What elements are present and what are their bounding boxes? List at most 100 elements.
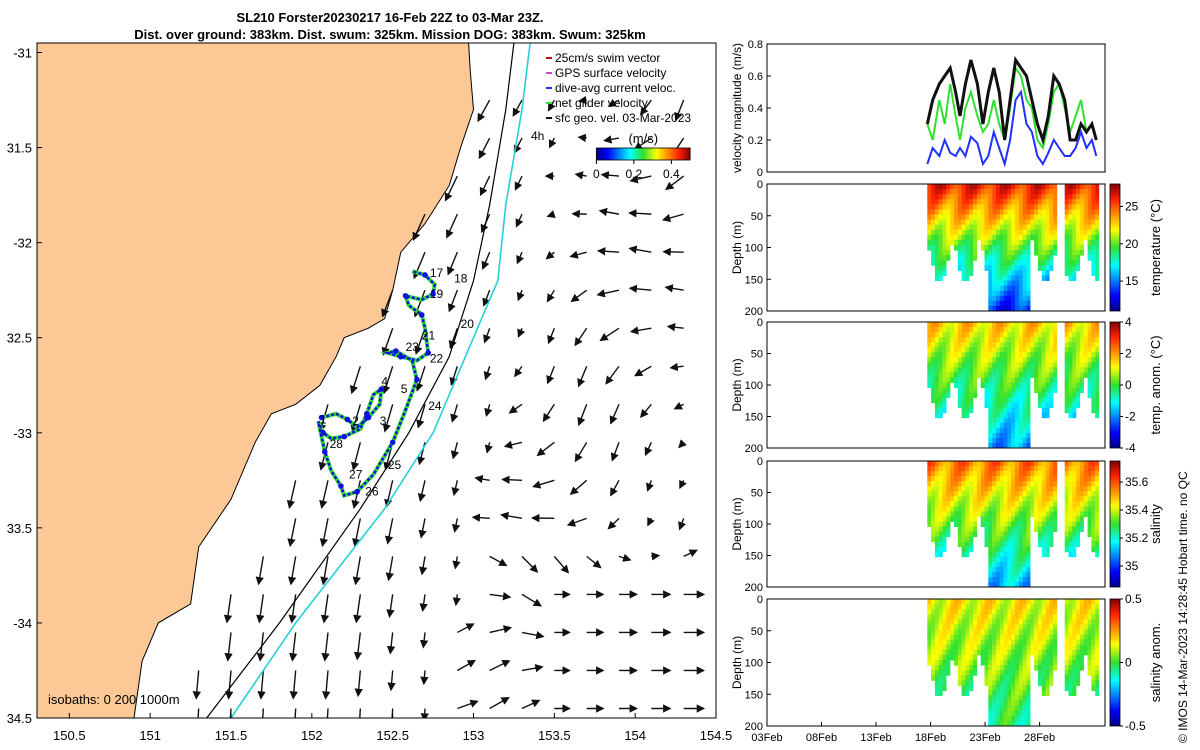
section-cell <box>1003 461 1008 467</box>
section-cell <box>973 342 978 348</box>
section-cell <box>992 639 997 646</box>
section-cell <box>1091 516 1096 522</box>
section-cell <box>957 511 962 517</box>
section-cell <box>1072 245 1077 251</box>
section-cell <box>1037 614 1042 620</box>
section-cell <box>1034 496 1039 502</box>
section-cell <box>996 654 1000 661</box>
section-cell <box>957 501 962 507</box>
section-cell <box>1034 521 1039 527</box>
section-cell <box>1018 614 1023 620</box>
section-cell <box>1095 219 1100 226</box>
section-cell <box>957 265 962 271</box>
section-cell <box>1026 599 1031 605</box>
section-cell <box>1022 541 1027 548</box>
section-cell <box>1022 461 1027 467</box>
section-cell <box>1045 219 1050 226</box>
section-cell <box>1034 506 1039 512</box>
section-cell <box>954 501 958 507</box>
section-cell <box>950 332 955 338</box>
section-cell <box>1083 471 1088 477</box>
section-cell <box>1022 337 1027 343</box>
section-cell <box>954 322 958 328</box>
section-cell <box>1045 675 1050 681</box>
section-cell <box>954 476 958 482</box>
section-cell <box>969 526 974 532</box>
section-cell <box>992 710 997 717</box>
section-cell <box>957 392 962 399</box>
section-cell <box>1003 194 1008 200</box>
section-cell <box>934 332 939 338</box>
section-cell <box>992 387 997 393</box>
section-cell <box>988 229 993 236</box>
section-cell <box>961 599 966 605</box>
colorbar-title: salinity anom. <box>1148 623 1163 702</box>
section-cell <box>999 680 1004 686</box>
section-cell <box>1037 599 1042 605</box>
section-cell <box>1045 670 1050 676</box>
section-cell <box>1079 327 1084 333</box>
section-cell <box>1030 599 1035 605</box>
section-cell <box>980 486 985 492</box>
section-cell <box>1064 332 1069 338</box>
section-cell <box>1007 644 1012 651</box>
section-cell <box>961 546 966 553</box>
section-cell <box>1045 536 1050 543</box>
section-cell <box>950 367 955 373</box>
section-cell <box>1049 531 1054 538</box>
section-cell <box>999 372 1004 378</box>
section-cell <box>1041 347 1046 353</box>
section-cell <box>1026 629 1031 636</box>
section-cell <box>1007 496 1012 502</box>
section-cell <box>988 290 993 297</box>
section-cell <box>1018 189 1023 195</box>
section-cell <box>1011 372 1016 378</box>
section-cell <box>980 194 985 200</box>
section-cell <box>931 377 936 383</box>
section-cell <box>969 199 974 205</box>
section-cell <box>1026 327 1031 333</box>
section-cell <box>1041 407 1046 414</box>
section-cell <box>942 536 947 543</box>
section-cell <box>1026 536 1031 543</box>
section-cell <box>1068 327 1073 333</box>
section-cell <box>1007 300 1012 307</box>
depth-tick-label: 200 <box>745 443 763 455</box>
section-cell <box>1068 670 1073 676</box>
section-cell <box>1041 239 1046 246</box>
colorbar-tick-label: 4 <box>1125 315 1132 329</box>
section-cell <box>1087 327 1092 333</box>
section-cell <box>1003 300 1008 307</box>
section-cell <box>996 209 1000 215</box>
section-cell <box>942 214 947 221</box>
section-cell <box>927 219 932 226</box>
section-cell <box>1072 224 1077 231</box>
section-cell <box>1026 614 1031 620</box>
section-cell <box>988 576 993 583</box>
section-cell <box>1045 526 1050 532</box>
section-cell <box>980 476 985 482</box>
section-cell <box>957 521 962 527</box>
section-cell <box>957 209 962 215</box>
section-cell <box>1053 387 1058 393</box>
section-cell <box>1076 382 1081 388</box>
section-cell <box>1003 189 1008 195</box>
section-cell <box>938 229 943 236</box>
velocity-arrow <box>566 517 587 527</box>
section-cell <box>969 250 974 256</box>
section-cell <box>999 675 1004 681</box>
section-cell <box>980 199 985 205</box>
section-cell <box>1026 189 1031 195</box>
section-cell <box>1018 422 1023 429</box>
section-cell <box>1034 234 1039 241</box>
section-cell <box>1068 536 1073 543</box>
section-cell <box>1083 194 1088 200</box>
section-cell <box>1022 443 1027 449</box>
velocity-arrow <box>574 171 587 180</box>
section-cell <box>1079 604 1084 610</box>
section-cell <box>927 234 932 241</box>
section-cell <box>1087 322 1092 328</box>
section-cell <box>1007 675 1012 681</box>
section-cell <box>1018 506 1023 512</box>
section-cell <box>950 501 955 507</box>
